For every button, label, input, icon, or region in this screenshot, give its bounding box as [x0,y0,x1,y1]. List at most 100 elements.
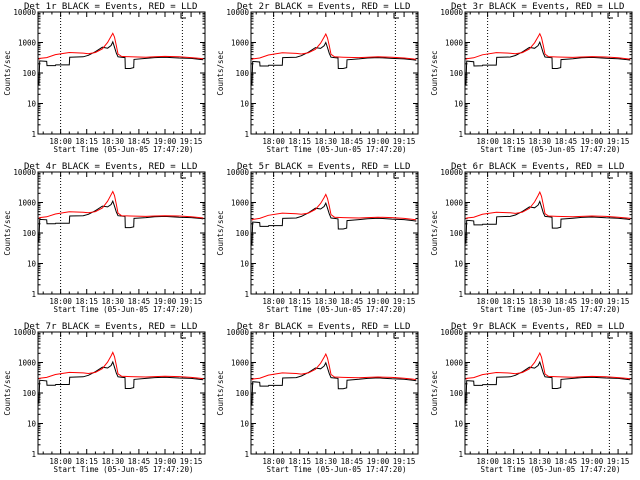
y-tick-label: 1000 [18,39,37,48]
x-tick-label: 19:00 [367,297,390,306]
legend-mark [393,173,399,179]
legend-mark [607,173,613,179]
y-tick-label: 10 [454,260,464,269]
legend-mark [607,13,613,19]
x-tick-label: 18:30 [102,457,125,466]
y-tick-label: 1000 [445,199,464,208]
panel-2: Det 2r BLACK = Events, RED = LLD 1 10 100 10… [216,2,419,154]
x-tick-label: 18:30 [315,457,338,466]
x-tick-label: 18:15 [288,457,311,466]
x-tick-label: 19:15 [180,137,203,146]
y-tick-label: 100 [449,229,463,238]
series-events-line [251,361,417,406]
x-tick-label: 18:45 [341,297,364,306]
x-tick-label: 19:00 [581,297,604,306]
x-tick-label: 18:15 [502,137,525,146]
y-tick-label: 1 [31,290,36,299]
y-axis-label: Counts/sec [216,210,225,255]
x-axis-label: Start Time (05-Jun-05 17:47:20) [54,305,194,314]
x-tick-label: 18:15 [75,137,98,146]
panel-title: Det 5r BLACK = Events, RED = LLD [237,162,410,172]
y-tick-label: 10 [454,420,464,429]
x-tick-label: 19:00 [367,457,390,466]
x-axis-label: Start Time (05-Jun-05 17:47:20) [54,465,194,474]
x-tick-label: 19:15 [607,137,630,146]
x-tick-label: 19:00 [154,457,177,466]
y-tick-label: 1000 [18,199,37,208]
y-tick-label: 100 [235,389,249,398]
x-tick-label: 19:00 [581,457,604,466]
x-tick-label: 19:15 [607,457,630,466]
x-tick-label: 18:45 [128,297,151,306]
panel-6: Det 6r BLACK = Events, RED = LLD 1 10 100 10… [430,162,633,314]
y-tick-label: 100 [235,69,249,78]
x-tick-label: 18:30 [315,137,338,146]
panel-4: Det 4r BLACK = Events, RED = LLD 1 10 100 10… [3,162,206,314]
panel-3: Det 3r BLACK = Events, RED = LLD 1 10 100 10… [430,2,633,154]
x-tick-label: 18:15 [75,297,98,306]
y-axis-label: Counts/sec [430,370,439,415]
series-lld-line [465,32,631,60]
y-tick-label: 1 [244,130,249,139]
x-axis-label: Start Time (05-Jun-05 17:47:20) [481,305,621,314]
x-tick-label: 19:00 [154,137,177,146]
series-events-line [465,40,631,86]
series-events-line [251,41,417,86]
y-axis-label: Counts/sec [3,370,12,415]
y-axis-label: Counts/sec [3,50,12,95]
plot-frame [464,331,633,455]
y-tick-label: 100 [449,389,463,398]
x-axis-label: Start Time (05-Jun-05 17:47:20) [54,145,194,154]
series-lld-line [38,351,204,380]
y-tick-label: 1 [458,290,463,299]
panel-title: Det 8r BLACK = Events, RED = LLD [237,322,410,332]
series-events-line [38,40,204,86]
legend-mark [393,13,399,19]
panel-title: Det 2r BLACK = Events, RED = LLD [237,2,410,12]
x-tick-label: 18:30 [102,297,125,306]
y-axis-label: Counts/sec [216,50,225,95]
series-lld-line [251,193,417,221]
panel-5: Det 5r BLACK = Events, RED = LLD 1 10 100 10… [216,162,419,314]
y-tick-label: 1 [458,130,463,139]
x-tick-label: 19:00 [154,297,177,306]
y-tick-label: 10000 [13,8,36,17]
y-tick-label: 10000 [226,8,249,17]
y-tick-label: 100 [22,389,36,398]
panel-1: Det 1r BLACK = Events, RED = LLD 1 10 100 10… [3,2,206,154]
y-tick-label: 10000 [440,8,463,17]
x-tick-label: 18:15 [75,457,98,466]
series-lld-line [38,190,204,219]
series-lld-line [251,32,417,61]
x-tick-label: 18:00 [476,457,499,466]
legend-mark [180,13,186,19]
plot-frame [464,11,633,135]
panel-title: Det 6r BLACK = Events, RED = LLD [451,162,624,172]
y-tick-label: 10 [27,260,37,269]
y-axis-label: Counts/sec [3,210,12,255]
x-axis-label: Start Time (05-Jun-05 17:47:20) [267,145,407,154]
x-tick-label: 18:15 [288,297,311,306]
x-tick-label: 18:45 [555,297,578,306]
series-events-line [465,200,631,244]
x-tick-label: 18:45 [555,137,578,146]
y-tick-label: 1000 [231,39,250,48]
x-tick-label: 18:15 [502,457,525,466]
y-tick-label: 1000 [445,39,464,48]
x-tick-label: 19:15 [393,297,416,306]
y-tick-label: 10 [240,260,250,269]
x-tick-label: 18:30 [529,297,552,306]
y-tick-label: 10000 [226,328,249,337]
panel-9: Det 9r BLACK = Events, RED = LLD 1 10 100 10… [430,322,633,474]
x-tick-label: 18:15 [288,137,311,146]
panel-title: Det 4r BLACK = Events, RED = LLD [24,162,197,172]
y-tick-label: 1000 [231,199,250,208]
plot-frame [250,171,419,295]
series-events-line [465,360,631,404]
y-tick-label: 1 [31,130,36,139]
y-tick-label: 10 [454,100,464,109]
plot-frame [37,331,206,455]
x-tick-label: 18:00 [476,297,499,306]
x-tick-label: 19:15 [393,457,416,466]
plot-frame [250,331,419,455]
